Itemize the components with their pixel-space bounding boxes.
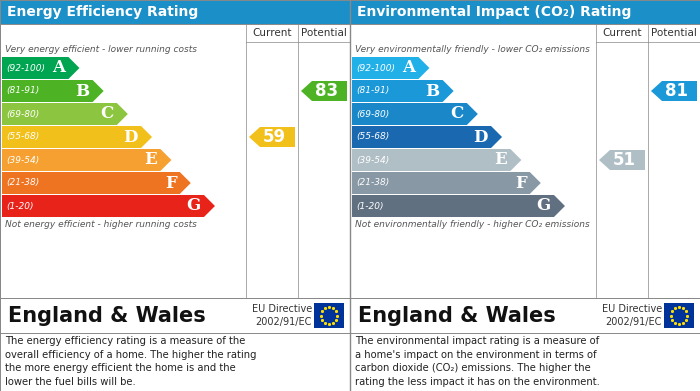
Polygon shape <box>352 126 502 148</box>
Text: Very energy efficient - lower running costs: Very energy efficient - lower running co… <box>5 45 197 54</box>
Text: Very environmentally friendly - lower CO₂ emissions: Very environmentally friendly - lower CO… <box>355 45 590 54</box>
Text: F: F <box>165 174 177 192</box>
Text: EU Directive
2002/91/EC: EU Directive 2002/91/EC <box>602 304 662 327</box>
Text: Current: Current <box>602 28 642 38</box>
Text: Not environmentally friendly - higher CO₂ emissions: Not environmentally friendly - higher CO… <box>355 220 589 229</box>
Text: D: D <box>123 129 138 145</box>
Text: (55-68): (55-68) <box>6 133 39 142</box>
Text: (92-100): (92-100) <box>6 63 45 72</box>
Bar <box>0 298 350 333</box>
Bar <box>350 0 700 24</box>
Bar <box>0 0 350 24</box>
Text: A: A <box>402 59 415 77</box>
Text: 51: 51 <box>613 151 636 169</box>
Polygon shape <box>352 80 454 102</box>
Text: Current: Current <box>252 28 292 38</box>
Text: E: E <box>495 151 508 169</box>
Polygon shape <box>651 81 697 101</box>
Text: Potential: Potential <box>651 28 697 38</box>
Text: Energy Efficiency Rating: Energy Efficiency Rating <box>7 5 198 19</box>
Text: G: G <box>537 197 551 215</box>
Text: 81: 81 <box>665 82 688 100</box>
Text: Potential: Potential <box>301 28 347 38</box>
Bar <box>0 24 350 298</box>
Text: (1-20): (1-20) <box>356 201 384 210</box>
Text: EU Directive
2002/91/EC: EU Directive 2002/91/EC <box>252 304 312 327</box>
Text: 83: 83 <box>315 82 338 100</box>
Polygon shape <box>599 150 645 170</box>
Polygon shape <box>301 81 347 101</box>
Text: (92-100): (92-100) <box>356 63 395 72</box>
Text: A: A <box>52 59 65 77</box>
Polygon shape <box>2 126 152 148</box>
Text: (39-54): (39-54) <box>356 156 389 165</box>
Text: Environmental Impact (CO₂) Rating: Environmental Impact (CO₂) Rating <box>357 5 631 19</box>
Text: C: C <box>451 106 464 122</box>
Text: F: F <box>515 174 527 192</box>
Text: (81-91): (81-91) <box>356 86 389 95</box>
Text: G: G <box>187 197 201 215</box>
Bar <box>664 303 694 328</box>
Text: (21-38): (21-38) <box>6 179 39 188</box>
Bar <box>314 303 344 328</box>
Bar <box>350 24 700 298</box>
Polygon shape <box>2 103 128 125</box>
Text: (39-54): (39-54) <box>6 156 39 165</box>
Text: Not energy efficient - higher running costs: Not energy efficient - higher running co… <box>5 220 197 229</box>
Polygon shape <box>352 149 522 171</box>
Text: England & Wales: England & Wales <box>8 305 206 325</box>
Polygon shape <box>2 172 191 194</box>
Polygon shape <box>2 149 172 171</box>
Text: C: C <box>101 106 114 122</box>
Polygon shape <box>249 127 295 147</box>
Text: E: E <box>145 151 158 169</box>
Text: England & Wales: England & Wales <box>358 305 556 325</box>
Text: (1-20): (1-20) <box>6 201 34 210</box>
Polygon shape <box>2 57 79 79</box>
Text: (21-38): (21-38) <box>356 179 389 188</box>
Text: (69-80): (69-80) <box>6 109 39 118</box>
Polygon shape <box>352 172 541 194</box>
Text: (69-80): (69-80) <box>356 109 389 118</box>
Polygon shape <box>352 103 478 125</box>
Text: D: D <box>473 129 488 145</box>
Text: 59: 59 <box>263 128 286 146</box>
Polygon shape <box>352 57 429 79</box>
Text: (81-91): (81-91) <box>6 86 39 95</box>
Text: (55-68): (55-68) <box>356 133 389 142</box>
Polygon shape <box>352 195 565 217</box>
Polygon shape <box>2 80 104 102</box>
Text: The energy efficiency rating is a measure of the
overall efficiency of a home. T: The energy efficiency rating is a measur… <box>5 336 256 387</box>
Text: B: B <box>426 83 440 99</box>
Polygon shape <box>2 195 215 217</box>
Text: B: B <box>76 83 90 99</box>
Bar <box>350 298 700 333</box>
Text: The environmental impact rating is a measure of
a home's impact on the environme: The environmental impact rating is a mea… <box>355 336 600 387</box>
